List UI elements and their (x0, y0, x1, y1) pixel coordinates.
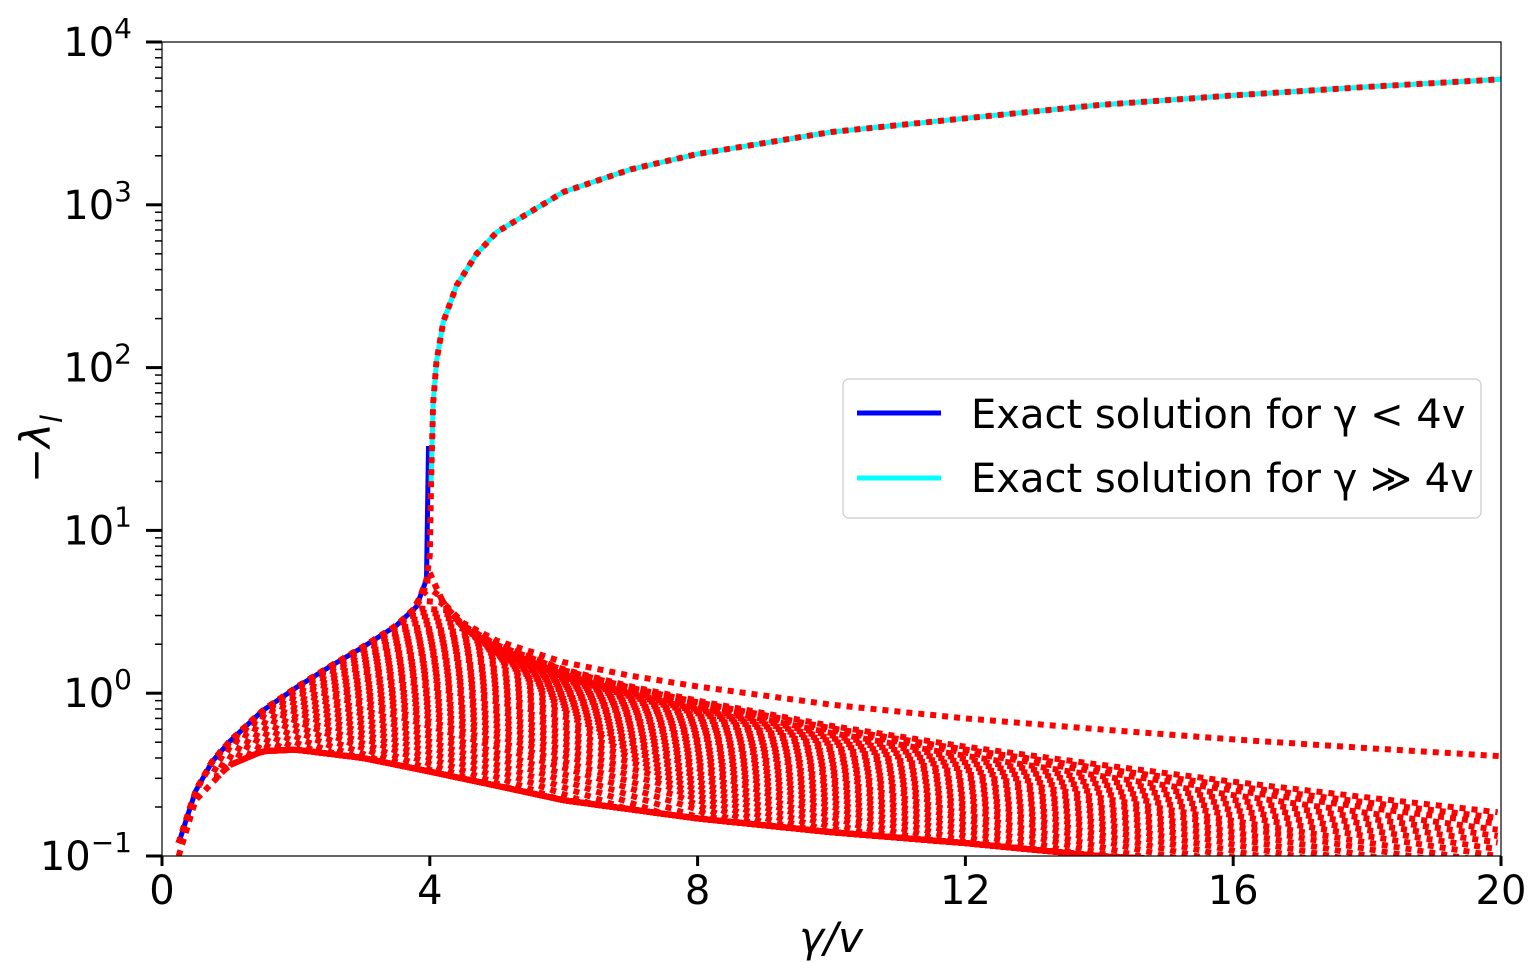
x-tick-label: 0 (149, 868, 174, 914)
red-branch-32 (175, 666, 1153, 856)
red-branch-46 (175, 634, 1276, 856)
y-minor-ticks (155, 48, 162, 808)
red-branch-40 (175, 649, 1153, 856)
series-line-0 (176, 445, 431, 844)
red-branch-42 (175, 644, 1155, 856)
x-tick-label: 16 (1208, 868, 1259, 914)
red-branch-41 (175, 646, 1153, 856)
plot-frame (161, 41, 1502, 857)
red-branch-37 (175, 655, 1153, 856)
y-tick-label: 10−1 (40, 826, 132, 880)
legend-box (842, 378, 1482, 519)
legend-label-cyan: Exact solution for γ ≫ 4v (971, 456, 1474, 502)
red-branch-44 (175, 639, 1211, 856)
y-axis: 10−1 100 101 102 103 104 (40, 12, 162, 880)
red-branch-53 (175, 615, 1499, 853)
x-axis-label: γ/v (799, 913, 864, 962)
y-tick-label: 101 (63, 500, 132, 554)
red-branch-45 (175, 637, 1242, 856)
red-branch-38 (175, 654, 1153, 856)
x-tick-label: 20 (1476, 868, 1527, 914)
red-branch-43 (175, 641, 1181, 856)
red-branch-51 (175, 622, 1472, 856)
y-tick-label: 100 (63, 663, 132, 717)
y-tick-label: 102 (63, 338, 132, 392)
red-branch-33 (175, 664, 1153, 856)
red-branch-35 (175, 660, 1153, 856)
red-branch-50 (175, 625, 1429, 856)
x-axis: 0 4 8 12 16 20 (149, 856, 1526, 914)
legend: Exact solution for γ < 4v Exact solution… (842, 378, 1482, 519)
series-layer (175, 76, 1501, 856)
red-branch-34 (175, 661, 1153, 856)
x-tick-label: 4 (417, 868, 442, 914)
red-branch-48 (175, 629, 1348, 856)
y-tick-label: 104 (63, 12, 132, 66)
red-branch-39 (175, 650, 1153, 856)
legend-label-blue: Exact solution for γ < 4v (971, 392, 1465, 438)
y-axis-label: −λl (11, 415, 69, 483)
series-line-4 (175, 746, 1154, 856)
red-branch-36 (175, 657, 1153, 856)
red-branch-49 (175, 627, 1388, 856)
red-branch-31 (175, 669, 1153, 856)
x-tick-label: 12 (940, 868, 991, 914)
x-tick-label: 8 (685, 868, 710, 914)
red-branch-47 (175, 632, 1312, 856)
y-tick-label: 103 (63, 175, 132, 229)
red-branch-15 (175, 709, 1153, 856)
red-branch-58 (175, 587, 1499, 845)
